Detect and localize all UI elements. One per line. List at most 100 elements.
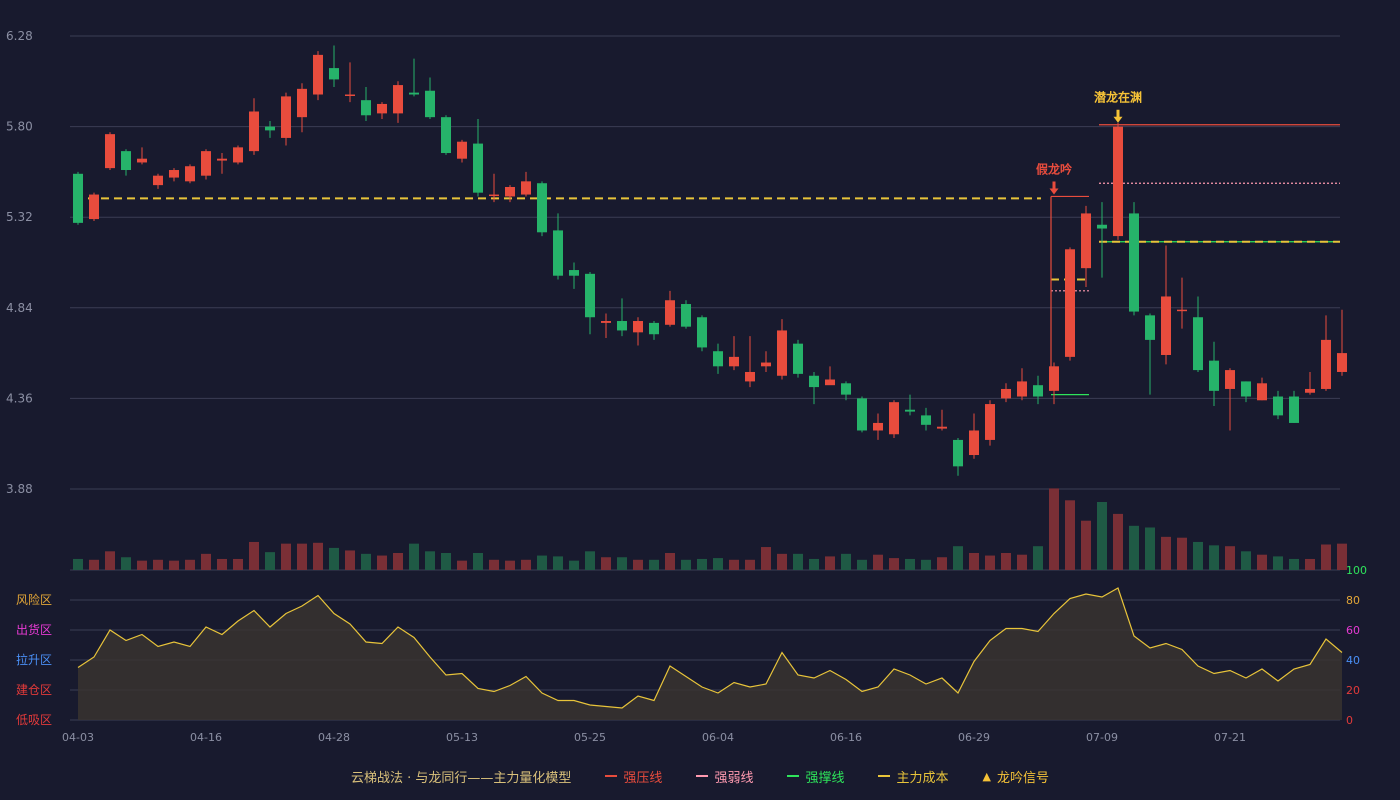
legend-label: 强弱线	[714, 770, 754, 786]
volume-bar	[569, 560, 579, 570]
candle-body	[585, 273, 595, 318]
volume-bar	[777, 553, 787, 570]
volume-bar	[617, 557, 627, 570]
signal-label: 假龙吟	[1036, 161, 1072, 176]
volume-bar	[681, 559, 691, 570]
volume-bar	[553, 556, 563, 570]
candle-body	[1241, 381, 1251, 397]
oscillator-tick-label: 40	[1346, 654, 1360, 667]
candle-body	[393, 85, 403, 114]
candle-body	[697, 317, 707, 348]
candle-body	[505, 187, 515, 197]
candle-body	[185, 166, 195, 182]
legend-label: 主力成本	[896, 770, 949, 786]
oscillator-tick-label: 20	[1346, 684, 1360, 697]
volume-bar	[1033, 546, 1043, 570]
volume-bar	[1289, 558, 1299, 570]
volume-bar	[1225, 546, 1235, 570]
volume-bar	[1209, 545, 1219, 570]
legend-label: 龙吟信号	[996, 770, 1049, 786]
date-tick-label: 05-25	[574, 731, 606, 744]
legend-marker	[787, 775, 800, 777]
candle-body	[921, 415, 931, 425]
volume-bar	[393, 553, 403, 570]
candle-body	[777, 330, 787, 376]
price-axis: 6.28 5.80 5.32 4.84 4.36 3.88	[6, 29, 33, 496]
legend-item: 云梯战法 · 与龙同行——主力量化模型	[351, 767, 571, 786]
volume-bars	[73, 488, 1347, 570]
volume-bar	[265, 552, 275, 570]
oscillator-tick-label: 80	[1346, 594, 1360, 607]
volume-bar	[169, 560, 179, 570]
volume-bar	[457, 560, 467, 570]
candle-body	[857, 398, 867, 431]
volume-bar	[1241, 551, 1251, 570]
volume-bar	[585, 551, 595, 570]
volume-bar	[745, 559, 755, 570]
volume-bar	[313, 542, 323, 570]
oscillator-zone-label: 拉升区	[16, 652, 52, 667]
candle-body	[297, 88, 307, 118]
candle-body	[1129, 213, 1139, 312]
candle-body	[937, 426, 947, 429]
candle-body	[1145, 315, 1155, 340]
date-tick-label: 07-09	[1086, 731, 1118, 744]
oscillator-zone-label: 出货区	[16, 622, 52, 637]
legend-item: 强撑线	[787, 767, 844, 786]
candle-body	[201, 151, 211, 176]
candle-body	[377, 103, 387, 114]
volume-bar	[1049, 488, 1059, 570]
volume-bar	[137, 560, 147, 570]
volume-bar	[1337, 543, 1347, 570]
candle-body	[713, 351, 723, 367]
candle-body	[681, 304, 691, 327]
volume-bar	[1305, 558, 1315, 570]
legend-marker	[605, 775, 618, 777]
candle-body	[841, 383, 851, 395]
level-lines	[75, 124, 1340, 396]
candle-body	[169, 170, 179, 178]
volume-bar	[649, 559, 659, 570]
candle-body	[153, 175, 163, 186]
candle-body	[1049, 366, 1059, 391]
candle-body	[1161, 296, 1171, 355]
date-tick-label: 06-29	[958, 731, 990, 744]
candle-body	[745, 371, 755, 382]
chart-legend: 云梯战法 · 与龙同行——主力量化模型 强压线 强弱线 强撑线 主力成本 ▲ 龙吟信号	[0, 766, 1400, 786]
oscillator-tick-label: 0	[1346, 714, 1353, 727]
volume-bar	[153, 559, 163, 570]
candle-body	[617, 321, 627, 331]
legend-marker: ▲	[982, 769, 991, 783]
legend-item: ▲ 龙吟信号	[982, 767, 1048, 786]
oscillator-tick-label: 60	[1346, 624, 1360, 637]
date-tick-label: 07-21	[1214, 731, 1246, 744]
volume-bar	[121, 557, 131, 570]
candle-body	[953, 439, 963, 467]
legend-marker	[696, 775, 709, 777]
volume-bar	[89, 559, 99, 570]
legend-label: 强撑线	[805, 770, 845, 786]
candle-body	[89, 194, 99, 220]
volume-bar	[921, 559, 931, 570]
candle-body	[1337, 353, 1347, 372]
candle-body	[537, 183, 547, 233]
candle-body	[905, 409, 915, 412]
oscillator-zone-label: 建仓区	[16, 683, 52, 697]
legend-label: 云梯战法 · 与龙同行——主力量化模型	[351, 770, 572, 786]
candle-body	[633, 321, 643, 333]
oscillator-zone-label: 风险区	[16, 592, 52, 607]
candle-body	[521, 181, 531, 195]
date-tick-label: 05-13	[446, 731, 478, 744]
volume-bar	[937, 557, 947, 570]
candlesticks	[73, 45, 1347, 476]
candle-body	[441, 117, 451, 154]
volume-bar	[201, 553, 211, 570]
candle-body	[729, 356, 739, 367]
candle-body	[889, 402, 899, 435]
volume-bar	[1097, 502, 1107, 570]
candle-body	[409, 92, 419, 95]
candle-body	[793, 343, 803, 374]
oscillator-line	[77, 587, 1343, 709]
candle-body	[137, 158, 147, 163]
candle-body	[473, 143, 483, 193]
